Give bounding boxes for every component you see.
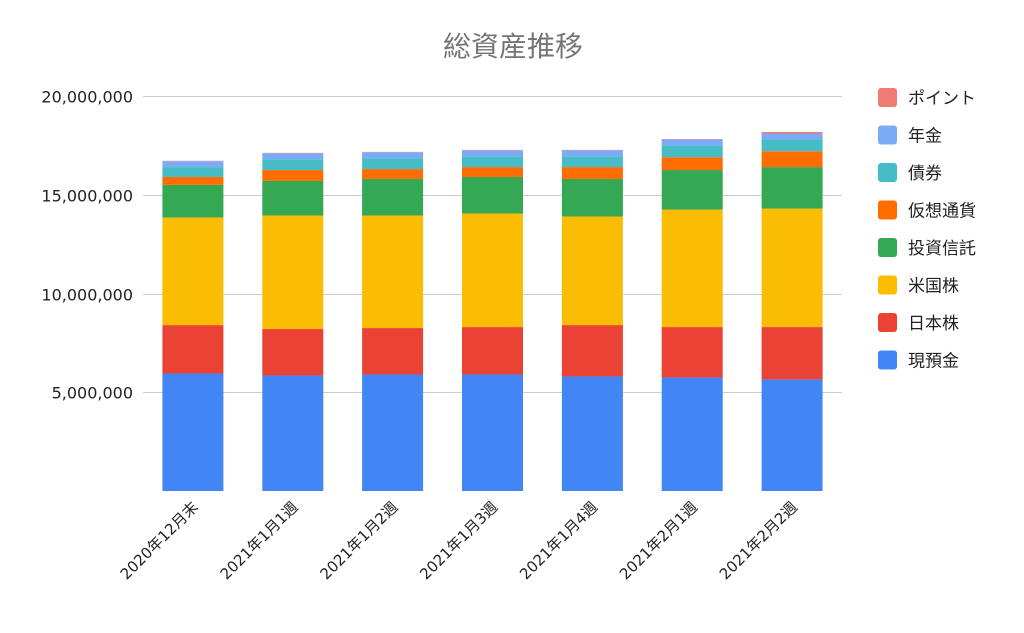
bar-segment: [262, 153, 324, 160]
bar-segment: [761, 327, 823, 380]
bar-segment: [462, 374, 523, 491]
legend-item: 現預金: [878, 350, 959, 372]
bar-segment: [561, 216, 623, 326]
bar-stack: [262, 152, 324, 491]
bar-segment: [162, 217, 224, 326]
bar-segment: [761, 139, 823, 152]
bar-segment: [362, 169, 424, 179]
y-tick-label: 20,000,000: [41, 88, 133, 107]
bar-stack: [761, 131, 823, 491]
bar-segment: [262, 170, 324, 181]
bar-segment: [561, 150, 623, 157]
bar-segment: [362, 215, 424, 329]
legend-swatch: [878, 238, 897, 257]
legend-swatch: [878, 313, 897, 332]
bar-segment: [462, 150, 523, 157]
bar-stack: [661, 139, 723, 491]
legend-label: 仮想通貨: [908, 202, 976, 222]
bar-segment: [561, 167, 623, 179]
bar-segment: [661, 139, 723, 146]
bar-segment: [661, 145, 723, 158]
bars: [162, 131, 823, 491]
bar-segment: [262, 375, 324, 491]
x-tick-label: 2021年2月2週: [716, 498, 801, 583]
bar-stack: [362, 151, 424, 491]
legend-label: 投資信託: [908, 239, 976, 259]
bar-segment: [661, 377, 723, 491]
legend-item: 投資信託: [878, 238, 976, 259]
legend-label: 年金: [908, 127, 942, 147]
legend-label: ポイント: [908, 89, 976, 109]
y-tick-label: 10,000,000: [41, 286, 133, 305]
legend-swatch: [878, 350, 897, 370]
legend-item: 日本株: [878, 313, 959, 334]
bar-segment: [462, 167, 523, 177]
bar-segment: [661, 327, 723, 378]
chart-title: 総資産推移: [443, 30, 583, 63]
bar-segment: [761, 133, 823, 140]
legend-item: 債券: [878, 163, 942, 184]
bar-stack: [162, 160, 224, 491]
bar-segment: [462, 176, 523, 214]
bar-segment: [661, 170, 723, 210]
bar-segment: [162, 325, 224, 374]
bar-segment: [262, 159, 324, 171]
bar-segment: [162, 176, 224, 185]
x-tick-label: 2020年12月末: [117, 498, 202, 583]
y-tick-label: 5,000,000: [52, 384, 133, 403]
bar-stack: [462, 149, 523, 491]
legend-item: 米国株: [878, 275, 959, 297]
legend-swatch: [878, 88, 897, 107]
x-tick-label: 2021年1月3週: [416, 498, 501, 583]
bar-segment: [561, 325, 623, 377]
bar-segment: [661, 209, 723, 328]
bar-segment: [561, 376, 623, 491]
legend-label: 米国株: [908, 277, 959, 297]
bar-segment: [761, 151, 823, 168]
bar-segment: [462, 213, 523, 328]
bar-segment: [661, 157, 723, 171]
x-axis-tick-labels: 2020年12月末 2021年1月1週 2021年1月2週 2021年1月3週 2021…: [117, 498, 801, 583]
legend-swatch: [878, 163, 897, 182]
legend-swatch: [878, 275, 897, 295]
bar-segment: [362, 158, 424, 170]
legend-item: ポイント: [878, 88, 976, 109]
bar-segment: [462, 156, 523, 168]
bar-segment: [462, 327, 523, 375]
bar-segment: [761, 379, 823, 491]
bar-segment: [561, 178, 623, 217]
bar-segment: [761, 131, 823, 134]
bar-segment: [362, 374, 424, 491]
x-tick-label: 2021年1月1週: [217, 498, 302, 583]
bar-segment: [162, 167, 224, 177]
legend-label: 現預金: [908, 352, 959, 372]
legend-label: 債券: [908, 164, 942, 184]
legend-item: 年金: [878, 125, 942, 147]
bar-segment: [162, 184, 224, 218]
bar-segment: [362, 152, 424, 159]
bar-segment: [262, 180, 324, 216]
bar-segment: [162, 161, 224, 168]
bar-segment: [362, 328, 424, 375]
bar-segment: [162, 373, 224, 491]
bar-segment: [362, 178, 424, 216]
y-axis-tick-labels: 5,000,000 10,000,000 15,000,000 20,000,000: [41, 88, 133, 403]
x-tick-label: 2021年1月2週: [316, 498, 401, 583]
y-tick-label: 15,000,000: [41, 187, 133, 206]
bar-segment: [761, 167, 823, 209]
legend-swatch: [878, 125, 897, 145]
x-tick-label: 2021年1月4週: [516, 498, 601, 583]
legend-swatch: [878, 200, 897, 220]
bar-segment: [262, 329, 324, 376]
bar-stack: [561, 149, 623, 491]
x-tick-label: 2021年2月1週: [616, 498, 701, 583]
bar-segment: [262, 215, 324, 330]
legend-label: 日本株: [908, 314, 959, 334]
legend-item: 仮想通貨: [878, 200, 976, 222]
bar-segment: [561, 156, 623, 168]
bar-segment: [761, 208, 823, 328]
